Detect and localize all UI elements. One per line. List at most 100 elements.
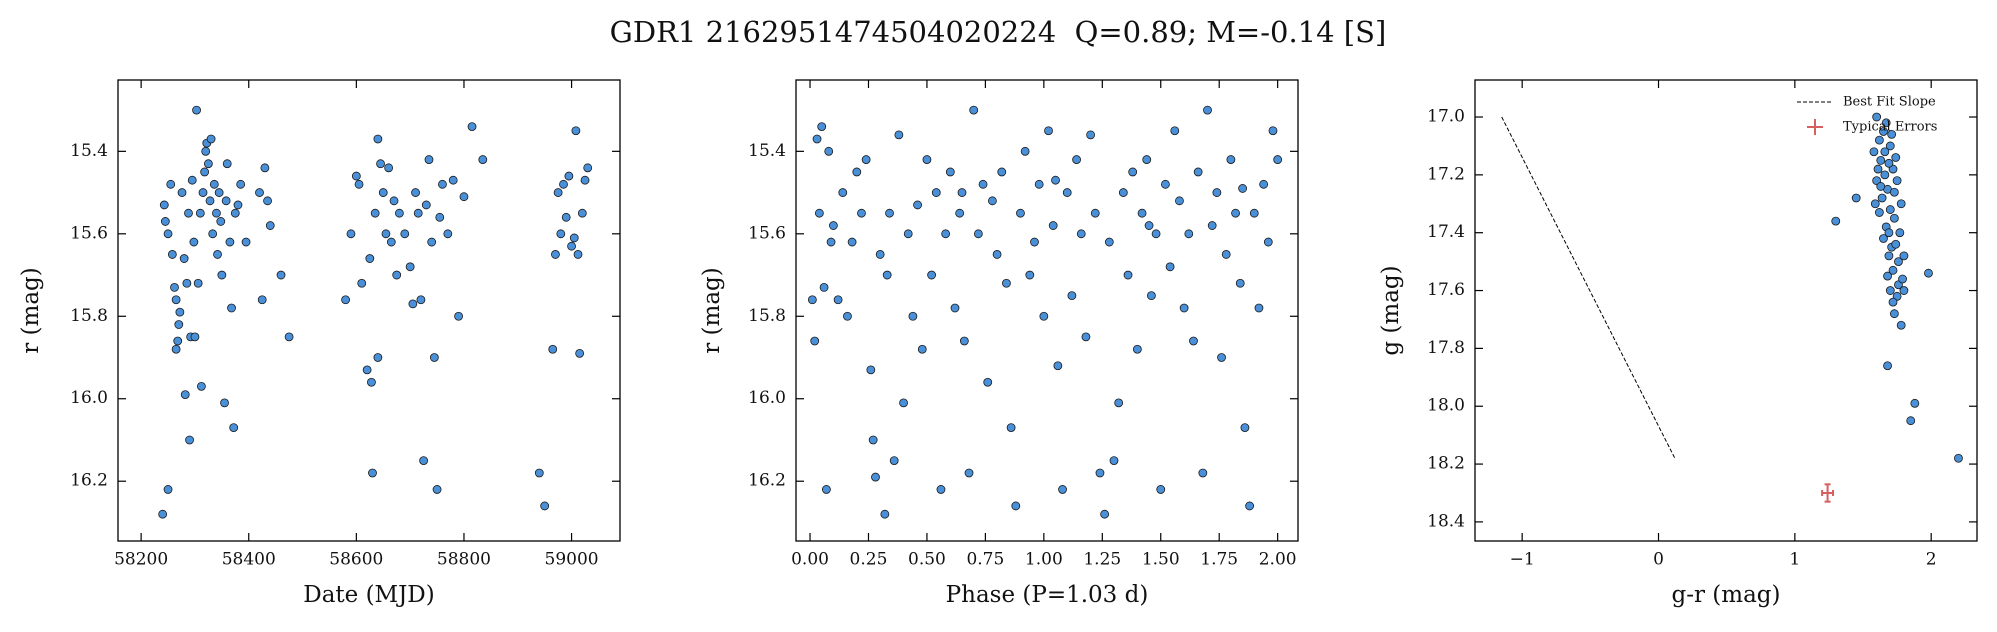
data-point: [885, 208, 894, 218]
y-tick-label: 18.2: [1427, 454, 1465, 474]
data-point: [1118, 188, 1128, 197]
data-point: [205, 196, 215, 206]
data-point: [378, 188, 388, 197]
data-point: [405, 262, 415, 272]
data-point: [1072, 155, 1081, 164]
data-point: [170, 283, 179, 292]
data-point: [1894, 257, 1903, 267]
data-point: [1880, 170, 1890, 180]
data-point: [1891, 153, 1901, 162]
data-point: [216, 217, 226, 226]
x-tick-label: 2: [1926, 550, 1937, 570]
data-point: [1896, 320, 1906, 330]
data-point: [833, 295, 843, 305]
data-point: [567, 241, 576, 251]
data-point: [882, 270, 892, 280]
y-tick-label: 15.8: [70, 306, 108, 326]
data-point: [376, 159, 385, 169]
data-point: [917, 344, 927, 354]
data-point: [432, 485, 442, 494]
axes-frame: [1474, 79, 1978, 542]
data-point: [163, 229, 173, 239]
data-point: [1884, 228, 1894, 238]
data-point: [973, 229, 983, 239]
data-point: [540, 501, 550, 511]
data-point: [1892, 176, 1902, 186]
data-point: [847, 237, 857, 247]
data-point: [1887, 129, 1897, 139]
data-point: [1885, 286, 1895, 295]
data-point: [1924, 268, 1933, 278]
data-point: [1132, 344, 1142, 354]
data-point: [580, 175, 590, 185]
data-point: [1883, 271, 1892, 281]
data-point: [192, 105, 201, 115]
data-point: [857, 208, 866, 218]
data-point: [1254, 303, 1264, 313]
data-point: [171, 295, 181, 305]
data-point: [381, 229, 391, 239]
data-point: [829, 221, 838, 230]
data-point: [1249, 208, 1259, 218]
data-point: [553, 188, 563, 197]
data-point: [416, 295, 426, 305]
y-tick-label: 15.4: [70, 141, 108, 161]
data-point: [389, 196, 399, 206]
data-point: [260, 163, 270, 173]
data-point: [564, 171, 574, 181]
data-point: [931, 188, 941, 197]
data-point: [1899, 286, 1909, 295]
x-tick-label: 2.00: [1259, 550, 1297, 570]
error-bar: [1821, 483, 1835, 503]
data-point: [196, 381, 206, 391]
x-axis-label: Phase (P=1.03 d): [946, 582, 1149, 608]
data-point: [394, 208, 404, 218]
y-tick-label: 15.6: [70, 223, 108, 243]
data-point: [964, 468, 974, 478]
data-point: [221, 196, 231, 206]
x-tick-label: 59000: [545, 550, 599, 570]
data-point: [889, 456, 899, 465]
data-point: [1238, 184, 1247, 193]
data-point: [209, 179, 219, 189]
data-point: [875, 250, 885, 259]
data-point: [227, 303, 236, 313]
data-point: [1906, 416, 1916, 426]
data-point: [1259, 179, 1269, 189]
data-point: [950, 303, 960, 313]
data-point: [826, 237, 836, 247]
data-point: [236, 179, 246, 189]
data-point: [354, 179, 364, 189]
data-point: [408, 299, 418, 309]
data-point: [1235, 278, 1245, 288]
data-point: [341, 295, 350, 305]
data-point: [807, 295, 817, 305]
data-point: [1016, 208, 1025, 218]
data-point: [1062, 188, 1072, 197]
data-point: [448, 175, 458, 185]
data-point: [1025, 270, 1035, 280]
data-point: [571, 126, 581, 136]
data-point: [265, 221, 275, 230]
data-point: [419, 456, 429, 465]
x-tick-label: −1: [1510, 550, 1535, 570]
data-point: [213, 250, 222, 259]
data-point: [1189, 336, 1198, 346]
data-point: [1011, 501, 1021, 511]
data-point: [373, 353, 383, 362]
y-tick-label: 17.0: [1427, 107, 1465, 127]
data-point: [1884, 251, 1894, 261]
y-axis-label: g (mag): [1378, 265, 1404, 355]
data-point: [163, 485, 173, 494]
data-point: [1888, 265, 1898, 275]
data-point: [159, 200, 169, 210]
data-point: [812, 134, 822, 144]
y-tick-label: 16.2: [70, 471, 108, 491]
x-tick-label: 58200: [114, 550, 168, 570]
data-point: [821, 485, 831, 494]
data-point: [1030, 237, 1039, 247]
legend-label: Typical Errors: [1843, 120, 1937, 135]
data-point: [988, 196, 997, 206]
y-axis-label: r (mag): [18, 267, 44, 354]
data-point: [573, 250, 583, 259]
